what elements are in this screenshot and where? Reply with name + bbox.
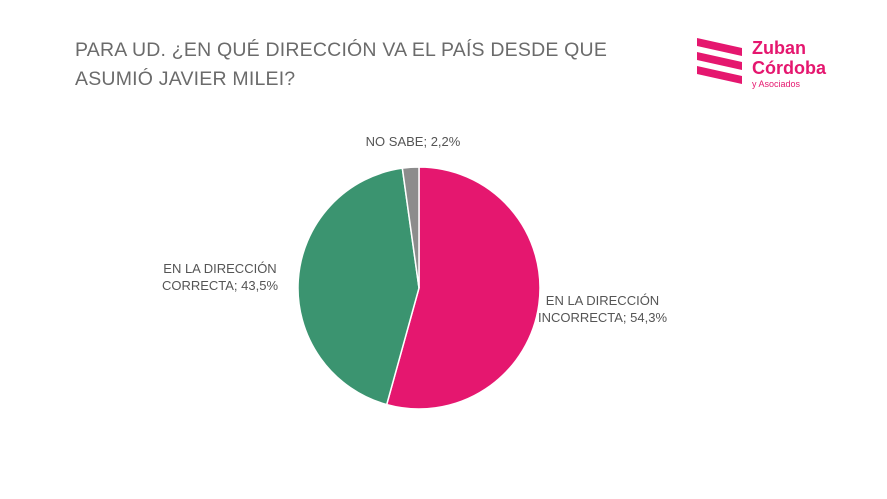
chart-title: PARA UD. ¿EN QUÉ DIRECCIÓN VA EL PAÍS DE… (75, 39, 608, 90)
pie-slice (401, 166, 420, 289)
logo-text: Zuban (752, 38, 806, 58)
pie-slice (297, 167, 420, 406)
data-label: NO SABE; 2,2% (365, 134, 461, 149)
logo-mark (697, 38, 742, 84)
pie-slice (385, 166, 541, 410)
data-label: EN LA DIRECCIÓN CORRECTA; 43,5% (161, 261, 279, 293)
logo-text: y Asociados (752, 79, 801, 89)
data-label: EN LA DIRECCIÓN INCORRECTA; 54,3% (537, 293, 668, 325)
logo-text: Córdoba (752, 58, 826, 78)
